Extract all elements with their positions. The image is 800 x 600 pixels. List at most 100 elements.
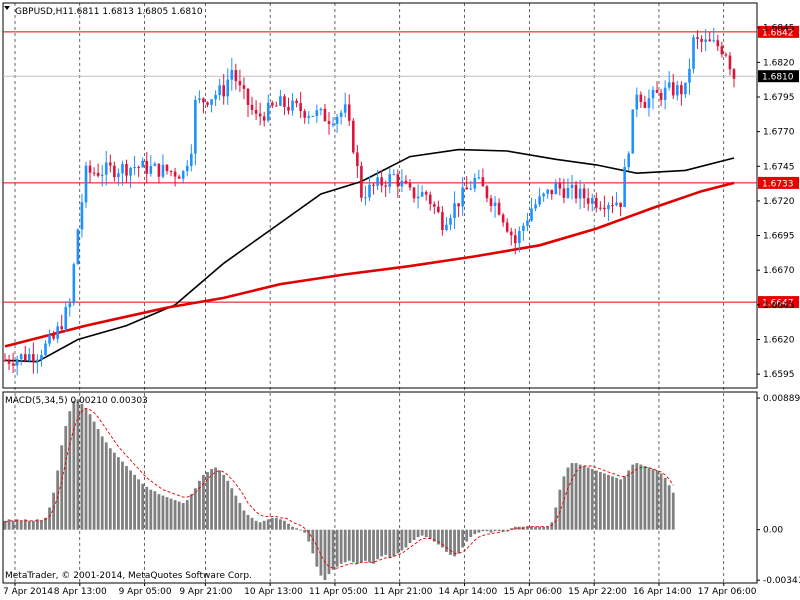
candle-body [311,115,315,117]
macd-bar [15,519,19,530]
candle-body [505,222,509,232]
candle-body [538,196,541,205]
macd-bar [530,526,533,530]
candle-body [190,153,193,166]
macd-bar [129,470,132,530]
level-price-tag [758,296,799,309]
macd-bar [291,526,294,530]
candle-body [238,81,242,86]
candle-body [428,194,432,205]
symbol-header[interactable]: GBPUSD,H1 1.6811 1.6813 1.6805 1.6810 [4,6,203,17]
candle-body [497,202,501,215]
candle-body [64,307,68,330]
candle-body [15,359,19,366]
candle-body [88,165,92,173]
x-tick-label: 10 Apr 13:00 [244,587,303,597]
candle-body [3,360,7,362]
macd-bar [141,483,145,530]
macd-pane-border [2,391,758,584]
x-tick-label: 15 Apr 22:00 [568,587,627,597]
candle-body [323,108,327,122]
price-pane-border [2,2,758,389]
candle-body [384,185,387,187]
macd-bar [461,529,465,548]
macd-bar [667,485,671,530]
macd-bar [238,503,242,530]
macd-bar [299,529,303,531]
candle-body [234,69,238,82]
macd-bar [364,529,367,561]
symbol-label: GBPUSD,H1 [15,7,68,17]
candle-body [339,112,343,117]
x-tick-label: 17 Apr 06:00 [698,587,757,597]
macd-bar [651,468,655,530]
macd-bar [279,519,282,530]
macd-bar [347,529,351,561]
candle-body [11,363,15,366]
candle-body [319,108,323,111]
triangle-down-icon[interactable] [4,6,10,10]
macd-bar [598,471,602,530]
candle-body [279,96,282,106]
macd-bar [384,529,388,555]
price-levels[interactable]: 1.6842 1.6733 1.6647 1.6810 [3,25,799,309]
candle-body [161,164,165,177]
candle-body [449,218,452,225]
candle-body [177,176,181,179]
y-tick-label: 1.6695 [763,232,795,242]
y-tick-label: 1.6670 [763,266,795,276]
candle-body [716,40,720,47]
copyright-text: MetaTrader, © 2001-2014, MetaQuotes Soft… [5,571,252,581]
macd-bar [133,474,136,530]
macd-bar [416,529,420,538]
macd-bar [112,452,116,530]
candle-body [445,224,448,231]
x-tick-label: 9 Apr 05:00 [119,587,172,597]
candle-body [72,264,76,304]
candle-body [80,202,84,230]
candle-body [522,225,525,231]
macd-bar [19,520,23,530]
moving-average-red [4,181,735,348]
macd-bar [489,529,493,533]
macd-bar [428,529,432,539]
macd-bar [368,529,371,563]
candle-body [165,164,169,171]
macd-bar [554,507,558,530]
candle-body [696,37,699,39]
candle-body [481,177,485,187]
candle-body [671,82,675,96]
candle-body [619,202,622,208]
candle-body [465,187,468,190]
macd-bar [153,491,157,530]
macd-bar [165,497,169,530]
candle-body [376,177,379,186]
candle-body [647,98,651,108]
candle-body [420,192,424,197]
candle-body [307,116,311,118]
macd-bar [202,474,205,530]
macd-bar [327,529,331,575]
macd-bar [266,519,270,530]
candles [3,27,736,376]
macd-bar [137,479,141,530]
candle-body [92,172,96,174]
macd-bar [287,523,290,530]
macd-bar [380,529,384,557]
candle-body [590,198,594,204]
macd-bar [226,480,230,530]
macd-bar [663,477,667,530]
macd-bar [311,529,315,554]
candle-body [712,40,716,42]
candle-body [603,207,606,210]
macd-bar [185,500,189,530]
macd-bar [570,463,574,530]
candle-body [469,188,473,190]
macd-bar [295,528,298,530]
macd-bar [578,464,582,530]
candle-body [117,173,120,178]
chart-frame [2,2,758,584]
macd-bar [449,529,452,555]
candle-body [509,231,513,236]
macd-bar [206,471,209,530]
